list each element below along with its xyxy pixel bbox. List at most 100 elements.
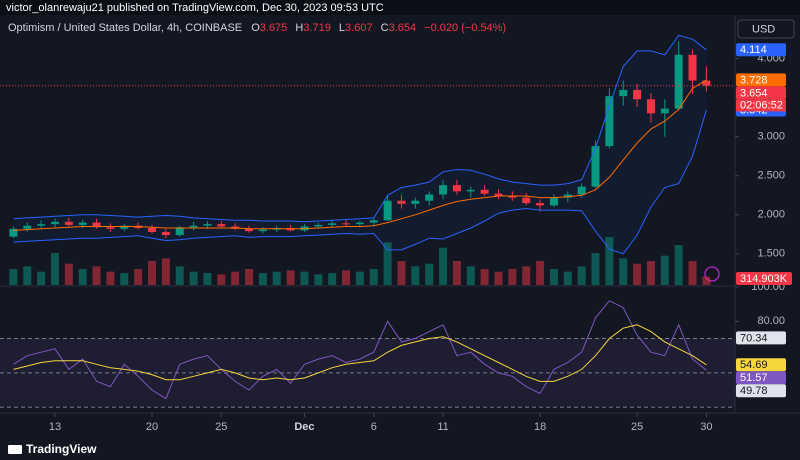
volume-bar <box>92 266 101 285</box>
volume-bar <box>633 263 642 285</box>
candle-body <box>314 224 323 227</box>
bollinger-fill <box>13 35 707 254</box>
axis-label: 54.69 <box>740 359 768 371</box>
candle-body <box>452 185 461 192</box>
candle-body <box>342 223 351 225</box>
axis-label-box <box>736 331 786 345</box>
candle-body <box>702 80 711 86</box>
candle-body <box>161 231 170 236</box>
footer: TradingView <box>26 442 97 456</box>
candle-body <box>120 225 129 229</box>
y-tick-label: 80.00 <box>757 315 785 327</box>
candle-body <box>203 224 212 226</box>
axis-label-box <box>736 73 786 87</box>
volume-bar <box>494 271 503 285</box>
volume-bar <box>605 237 614 285</box>
footer-logo <box>8 445 22 454</box>
axis-label: 51.57 <box>740 372 768 384</box>
volume-bar <box>245 269 254 285</box>
candle-body <box>383 200 392 221</box>
volume-bar <box>175 266 184 285</box>
candle-body <box>494 193 503 197</box>
axis-label: 314.903K <box>740 273 788 285</box>
candle-body <box>23 225 32 229</box>
volume-bar <box>258 273 267 285</box>
volume-bar <box>78 269 87 285</box>
legend: Optimism / United States Dollar, 4h, COI… <box>8 22 506 34</box>
volume-bar <box>480 269 489 285</box>
volume-bar <box>64 263 73 285</box>
volume-bar <box>148 261 156 285</box>
chart-title: Optimism / United States Dollar, 4h, COI… <box>8 22 242 34</box>
candle-body <box>633 89 642 100</box>
candle-body <box>536 203 545 206</box>
candle-body <box>646 99 655 114</box>
volume-bar <box>452 261 461 285</box>
y-tick-label: 2.500 <box>757 170 785 182</box>
candle-body <box>106 227 115 229</box>
x-tick-label: 30 <box>700 421 712 433</box>
candle-body <box>563 194 572 198</box>
volume-bar <box>328 273 337 285</box>
volume-bar <box>203 273 212 285</box>
x-tick-label: Dec <box>294 421 314 433</box>
volume-bar <box>272 271 281 285</box>
volume-bar <box>688 261 697 285</box>
axis-label: 3.728 <box>740 74 768 86</box>
volume-bar <box>536 261 545 285</box>
y-tick-label: 2.000 <box>757 209 785 221</box>
x-tick-label: 11 <box>437 421 448 433</box>
candle-body <box>355 222 364 225</box>
ohlc-value: 3.719 <box>303 22 331 34</box>
indicator-icon[interactable] <box>704 266 720 282</box>
candle-body <box>480 189 489 194</box>
volume-bar <box>37 271 46 285</box>
x-tick-label: 18 <box>534 421 546 433</box>
volume-bar <box>120 273 129 285</box>
candle-body <box>619 89 628 97</box>
volume-bar <box>702 276 711 285</box>
candle-body <box>425 194 434 201</box>
x-tick-label: 25 <box>215 421 227 433</box>
bollinger-basis <box>13 79 707 231</box>
candle-body <box>522 197 531 204</box>
volume-bar <box>674 245 683 285</box>
candle-body <box>369 220 378 223</box>
candle-body <box>674 54 683 109</box>
candle-body <box>660 108 669 114</box>
candle-body <box>50 221 59 225</box>
volume-bar <box>397 261 406 285</box>
volume-bar <box>286 270 295 285</box>
y-tick-label: 4.000 <box>757 53 785 65</box>
candle-body <box>37 224 46 226</box>
candle-body <box>466 189 475 192</box>
bollinger-lower <box>13 109 707 255</box>
volume-bar <box>563 271 572 285</box>
header: victor_olanrewaju21 published on Trading… <box>6 2 384 14</box>
ohlc-key: O <box>251 22 260 34</box>
ohlc-value: 3.675 <box>260 22 288 34</box>
y-tick-label: 3.000 <box>757 131 785 143</box>
volume-bar <box>591 253 600 285</box>
candle-body <box>439 185 448 195</box>
volume-bar <box>189 271 198 285</box>
volume-bar <box>217 274 226 285</box>
x-tick-label: 25 <box>631 421 643 433</box>
y-tick-label: 1.500 <box>757 248 785 260</box>
volume-bar <box>577 266 586 285</box>
candle-body <box>591 146 600 187</box>
axis-label-box <box>736 43 786 57</box>
currency-button[interactable] <box>737 19 795 39</box>
candle-body <box>549 197 558 206</box>
volume-bar <box>425 263 434 285</box>
currency[interactable]: USD <box>752 23 775 35</box>
volume-bar <box>411 266 420 285</box>
axis-label-box <box>736 384 786 398</box>
candle-body <box>92 222 101 228</box>
ohlc-key: H <box>295 22 303 34</box>
ohlc-value: 3.607 <box>345 22 373 34</box>
axis-label-box <box>736 272 792 285</box>
